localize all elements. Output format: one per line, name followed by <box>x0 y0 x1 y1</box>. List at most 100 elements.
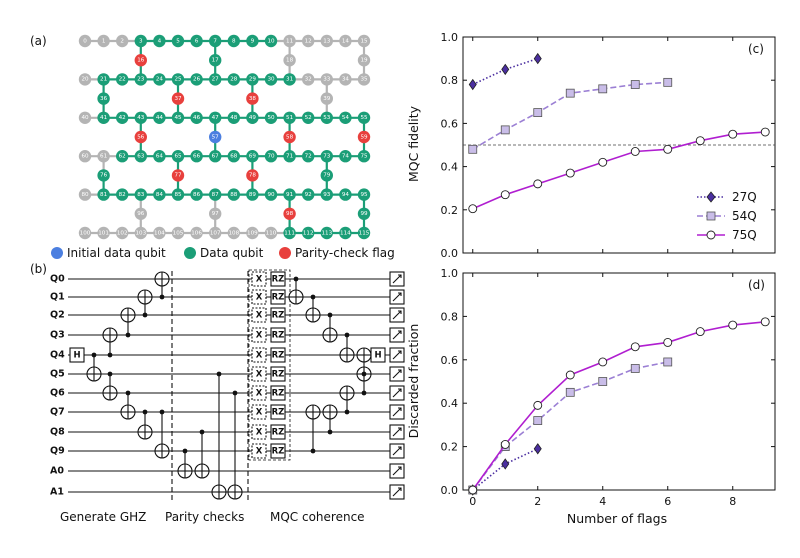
qubit-node <box>227 188 240 201</box>
qubit-node-label: 103 <box>135 230 146 236</box>
x-gate-label: X <box>256 311 263 321</box>
legend-data-text: Data qubit <box>200 246 264 260</box>
qubit-node-label: 84 <box>156 192 164 198</box>
qubit-node-label: 21 <box>100 77 108 83</box>
cnot-control <box>107 371 113 377</box>
measure-arrow <box>392 388 402 398</box>
qubit-label: Q5 <box>50 369 65 380</box>
qubit-node-label: 90 <box>267 192 275 198</box>
cnot-control <box>293 276 299 282</box>
qubit-node-label: 110 <box>266 230 277 236</box>
qubit-node-label: 94 <box>342 192 350 198</box>
qubit-node-label: 73 <box>323 154 331 160</box>
qubit-node-label: 75 <box>360 154 368 160</box>
qubit-node <box>171 73 185 86</box>
measure-arrow <box>392 466 402 476</box>
qubit-node <box>153 226 166 240</box>
measure-arrowhead <box>398 292 402 296</box>
data-point-75q <box>695 327 705 337</box>
y-tick-label: 0.8 <box>441 74 459 87</box>
x-gate-box <box>251 289 267 305</box>
qubit-node-label: 6 <box>195 38 199 44</box>
qubit-node <box>283 111 296 125</box>
data-point-27q <box>501 63 510 76</box>
data-point-75q <box>728 320 738 330</box>
data-point-54q <box>565 88 575 98</box>
qubit-node <box>78 111 92 125</box>
qubit-node <box>153 73 166 86</box>
qubit-node <box>171 34 185 48</box>
qubit-node <box>283 188 296 201</box>
qubit-node-label: 61 <box>100 154 108 160</box>
legend-marker-75q <box>706 230 716 240</box>
data-point-75q <box>663 144 673 154</box>
qubit-node <box>302 34 315 48</box>
qubit-node <box>339 150 352 163</box>
qubit-node <box>97 226 110 240</box>
qubit-node <box>97 73 110 86</box>
qubit-node-label: 1 <box>102 38 106 44</box>
cnot-control <box>107 352 113 358</box>
qubit-node-label: 88 <box>230 192 238 198</box>
qubit-node-label: 11 <box>286 38 294 44</box>
rz-gate-box <box>270 366 286 382</box>
rz-gate-box <box>270 385 286 401</box>
rz-gate-label: RZ <box>272 428 285 438</box>
qubit-node-label: 83 <box>137 192 145 198</box>
chart-d-ylabel: Discarded fraction <box>406 324 421 439</box>
qubit-node <box>153 34 166 48</box>
qubit-node-label: 24 <box>156 77 164 83</box>
qubit-node <box>209 188 222 201</box>
qubit-node-label: 14 <box>342 38 350 44</box>
qubit-label: A0 <box>50 466 64 477</box>
data-point-75q <box>565 370 575 380</box>
qubit-node <box>171 169 185 182</box>
cnot-control <box>142 312 148 318</box>
data-point-75q <box>630 147 640 156</box>
qubit-node-label: 9 <box>251 38 255 44</box>
qubit-node-label: 8 <box>232 38 236 44</box>
qubit-node-label: 44 <box>156 115 164 121</box>
qubit-node-label: 57 <box>212 134 220 140</box>
data-point-75q <box>760 317 770 327</box>
qubit-node <box>190 226 203 240</box>
measure-arrow <box>392 330 402 340</box>
discarded-fraction-chart: 0.0 0.2 0.4 0.6 0.8 1.0 0 2 4 6 8 (d) Discarded fr… <box>406 267 776 526</box>
qubit-node-label: 29 <box>249 77 257 83</box>
data-point-75q <box>468 204 478 214</box>
cnot-control <box>361 371 367 377</box>
x-tick-label: 2 <box>534 495 541 508</box>
qubit-node-label: 106 <box>191 230 202 236</box>
quantum-circuit: Q0 Q1 Q2 Q3 Q4 Q5 Q6 Q7 Q8 Q9 A0 A1 H X RZ… <box>50 269 405 524</box>
qubit-node <box>116 73 129 86</box>
qubit-node <box>283 207 296 220</box>
chart-d-marks: 0.0 0.2 0.4 0.6 0.8 1.0 0 2 4 6 8 <box>441 267 776 508</box>
x-gate-box <box>251 385 267 401</box>
qubit-node-label: 23 <box>137 77 145 83</box>
qubit-node-label: 68 <box>230 154 238 160</box>
qubit-node <box>320 34 333 48</box>
data-point-54q <box>630 364 640 373</box>
cnot-control <box>310 448 316 454</box>
qubit-node-label: 111 <box>284 230 295 236</box>
data-point-75q <box>728 129 738 139</box>
qubit-node-label: 3 <box>139 38 143 44</box>
chart-c-legend: 27Q 54Q 75Q <box>697 190 757 242</box>
qubit-node-label: 78 <box>249 173 257 179</box>
qubit-node-label: 10 <box>267 38 275 44</box>
measure-arrow <box>392 310 402 320</box>
measure-arrow <box>392 369 402 379</box>
qubit-node-label: 81 <box>100 192 108 198</box>
qubit-node <box>134 73 147 86</box>
qubit-node <box>283 130 296 144</box>
qubit-node-label: 99 <box>360 211 368 217</box>
qubit-node <box>264 34 278 48</box>
y-tick-label: 0.0 <box>441 484 459 497</box>
qubit-node <box>339 34 352 48</box>
qubit-node <box>357 150 371 163</box>
qubit-node-label: 63 <box>137 154 145 160</box>
data-point-54q <box>598 84 608 94</box>
data-point-27q <box>533 52 542 65</box>
qubit-node-label: 26 <box>193 77 201 83</box>
